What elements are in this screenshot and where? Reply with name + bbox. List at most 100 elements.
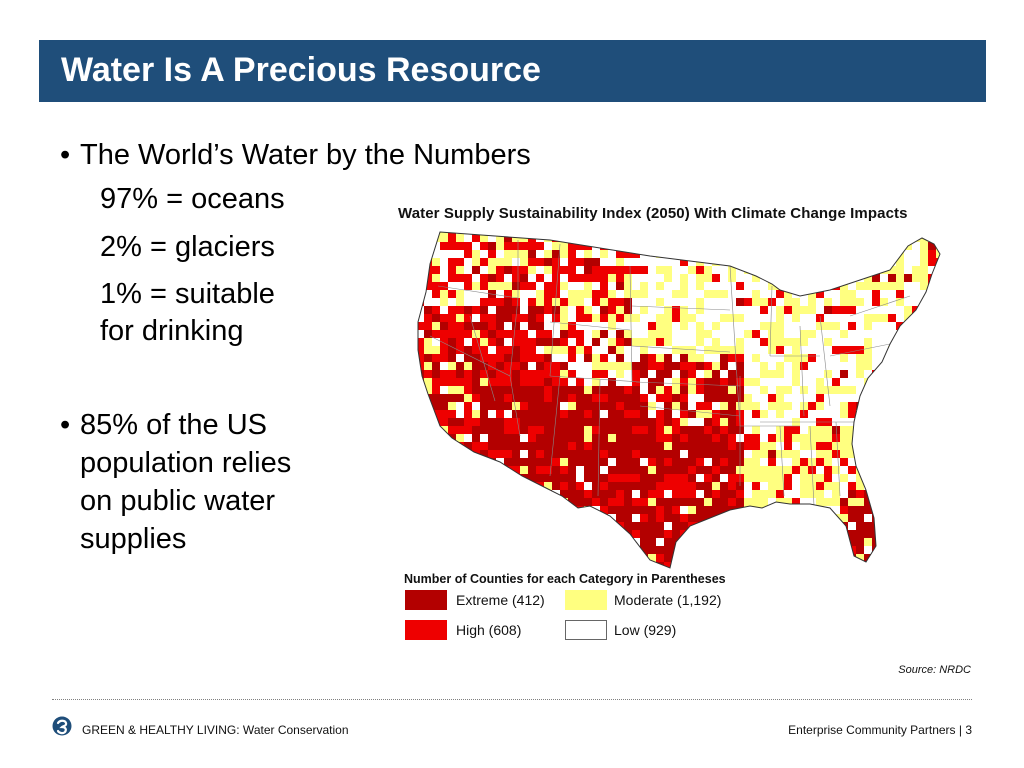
county-cell xyxy=(552,250,560,258)
county-cell xyxy=(680,490,688,498)
county-cell xyxy=(728,394,736,402)
county-cell xyxy=(464,354,472,362)
county-cell xyxy=(440,418,448,426)
county-cell xyxy=(896,298,904,306)
county-cell xyxy=(504,418,512,426)
county-cell xyxy=(552,346,560,354)
county-cell xyxy=(720,378,728,386)
county-cell xyxy=(592,258,600,266)
county-cell xyxy=(576,306,584,314)
county-cell xyxy=(464,282,472,290)
county-cell xyxy=(448,314,456,322)
county-cell xyxy=(560,426,568,434)
county-cell xyxy=(896,266,904,274)
county-cell xyxy=(472,306,480,314)
county-cell xyxy=(920,250,928,258)
county-cell xyxy=(704,498,712,506)
county-cell xyxy=(464,306,472,314)
county-cell xyxy=(496,434,504,442)
county-cell xyxy=(432,386,440,394)
county-cell xyxy=(536,306,544,314)
county-cell xyxy=(816,426,824,434)
county-cell xyxy=(800,402,808,410)
county-cell xyxy=(488,354,496,362)
county-cell xyxy=(792,378,800,386)
county-cell xyxy=(440,394,448,402)
county-cell xyxy=(816,458,824,466)
county-cell xyxy=(624,402,632,410)
county-cell xyxy=(840,410,848,418)
county-cell xyxy=(608,434,616,442)
county-cell xyxy=(656,362,664,370)
county-cell xyxy=(584,466,592,474)
county-cell xyxy=(648,554,656,562)
county-cell xyxy=(640,450,648,458)
county-cell xyxy=(672,394,680,402)
county-cell xyxy=(584,306,592,314)
county-cell xyxy=(680,434,688,442)
county-cell xyxy=(664,466,672,474)
county-cell xyxy=(480,402,488,410)
county-cell xyxy=(848,434,856,442)
county-cell xyxy=(728,482,736,490)
county-cell xyxy=(448,242,456,250)
county-cell xyxy=(624,482,632,490)
county-cell xyxy=(424,330,432,338)
county-cell xyxy=(776,314,784,322)
county-cell xyxy=(776,410,784,418)
county-cell xyxy=(536,386,544,394)
county-cell xyxy=(704,482,712,490)
county-cell xyxy=(520,242,528,250)
county-cell xyxy=(632,386,640,394)
county-cell xyxy=(488,450,496,458)
county-cell xyxy=(568,330,576,338)
county-cell xyxy=(920,266,928,274)
county-cell xyxy=(448,322,456,330)
county-cell xyxy=(664,546,672,554)
county-cell xyxy=(472,434,480,442)
county-cell xyxy=(672,498,680,506)
county-cell xyxy=(472,250,480,258)
county-cell xyxy=(472,266,480,274)
county-cell xyxy=(624,514,632,522)
county-cell xyxy=(504,442,512,450)
county-cell xyxy=(728,266,736,274)
county-cell xyxy=(568,418,576,426)
county-cell xyxy=(552,418,560,426)
county-cell xyxy=(672,306,680,314)
county-cell xyxy=(608,290,616,298)
county-cell xyxy=(768,434,776,442)
county-cell xyxy=(504,298,512,306)
county-cell xyxy=(784,498,792,506)
county-cell xyxy=(712,482,720,490)
county-cell xyxy=(440,378,448,386)
county-cell xyxy=(432,394,440,402)
county-cell xyxy=(744,474,752,482)
county-cell xyxy=(632,506,640,514)
county-cell xyxy=(712,442,720,450)
county-cell xyxy=(792,370,800,378)
bullet-2-line2: population relies xyxy=(80,447,292,479)
county-cell xyxy=(704,370,712,378)
county-cell xyxy=(528,418,536,426)
county-cell xyxy=(920,242,928,250)
county-cell xyxy=(848,498,856,506)
county-cell xyxy=(576,434,584,442)
title-bar: Water Is A Precious Resource xyxy=(39,40,986,102)
county-cell xyxy=(584,346,592,354)
county-cell xyxy=(784,434,792,442)
county-cell xyxy=(448,290,456,298)
county-cell xyxy=(528,402,536,410)
county-cell xyxy=(616,514,624,522)
county-cell xyxy=(864,322,872,330)
county-cell xyxy=(640,538,648,546)
county-cell xyxy=(480,418,488,426)
county-cell xyxy=(496,242,504,250)
county-cell xyxy=(496,410,504,418)
county-cell xyxy=(504,450,512,458)
county-cell xyxy=(576,298,584,306)
county-cell xyxy=(752,410,760,418)
county-cell xyxy=(464,322,472,330)
county-cell xyxy=(704,290,712,298)
county-cell xyxy=(472,410,480,418)
